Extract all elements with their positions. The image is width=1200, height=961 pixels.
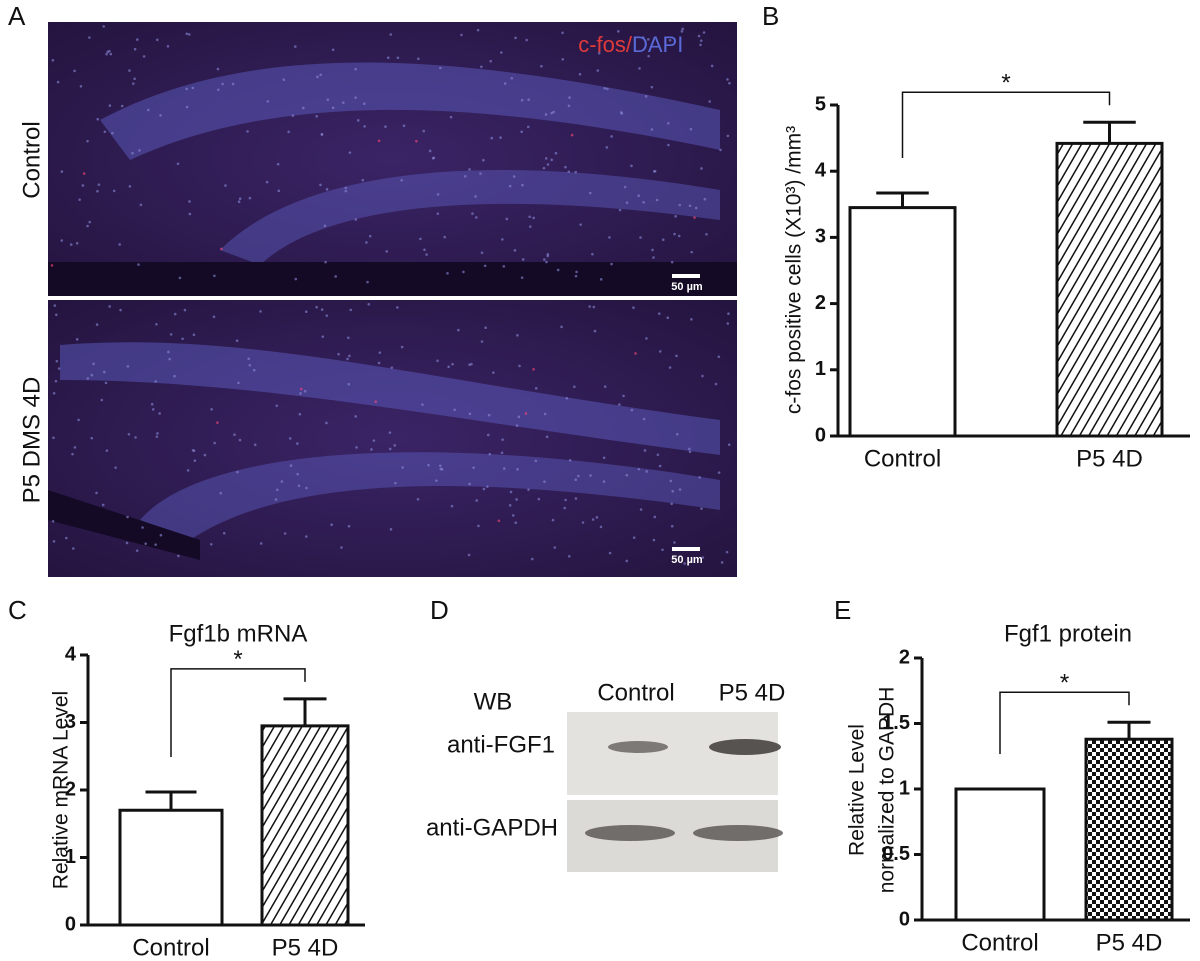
- significance-bracket: [170, 668, 306, 758]
- y-tick-label: 4: [815, 159, 827, 181]
- antibody-label: anti-GAPDH: [426, 814, 558, 841]
- panel-letter: E: [834, 595, 851, 625]
- y-axis-label: Relative Level: [846, 724, 869, 856]
- micrograph: [48, 300, 737, 577]
- stain-label: c-fos/: [578, 32, 633, 57]
- antibody-label: anti-FGF1: [447, 731, 555, 758]
- row-label: Control: [18, 121, 45, 198]
- y-tick-label: 0.5: [882, 843, 910, 865]
- y-tick-label: 3: [65, 711, 76, 733]
- blot: [567, 712, 783, 872]
- x-tick-label: P5 4D: [272, 934, 339, 961]
- chart-title: Fgf1b mRNA: [169, 620, 308, 647]
- bar: [1084, 737, 1174, 922]
- y-tick-label: 2: [65, 778, 76, 800]
- micrograph: [48, 22, 737, 296]
- bar: [954, 787, 1046, 922]
- panel-letter: C: [8, 595, 27, 625]
- bar: [118, 808, 224, 927]
- row-label: P5 DMS 4D: [18, 377, 45, 504]
- y-tick-label: 1: [899, 777, 910, 799]
- y-tick-label: 0: [899, 908, 910, 930]
- x-tick-label: P5 4D: [1076, 445, 1143, 472]
- y-tick-label: 3: [815, 226, 826, 248]
- significance-label: *: [1001, 70, 1010, 97]
- y-tick-label: 5: [815, 93, 826, 115]
- scale-bar: [672, 274, 700, 278]
- chart-title: Fgf1 protein: [1004, 620, 1132, 647]
- y-tick-label: 4: [65, 643, 77, 665]
- panel-letter: A: [8, 1, 26, 31]
- x-tick-label: Control: [132, 934, 209, 961]
- y-tick-label: 2: [815, 292, 826, 314]
- significance-bracket: [999, 691, 1130, 754]
- stain-label: DAPI: [632, 32, 683, 57]
- scale-label: 50 µm: [671, 281, 703, 293]
- wb-method: WB: [474, 688, 513, 715]
- bar: [1055, 141, 1164, 438]
- significance-label: *: [233, 646, 242, 673]
- panel-letter: D: [430, 595, 449, 625]
- x-tick-label: Control: [961, 929, 1038, 956]
- lane-label: Control: [597, 679, 674, 706]
- y-axis-label: Relative mRNA Level: [50, 691, 73, 889]
- y-tick-label: 2: [899, 646, 910, 668]
- y-tick-label: 1.5: [882, 712, 910, 734]
- bar: [848, 206, 957, 438]
- lane-label: P5 4D: [719, 679, 786, 706]
- x-tick-label: Control: [864, 445, 941, 472]
- y-axis-label: normalized to GAPDH: [876, 687, 899, 894]
- y-tick-label: 1: [65, 846, 76, 868]
- significance-bracket: [901, 91, 1111, 159]
- scale-label: 50 µm: [671, 554, 703, 566]
- cell-nuclei: [50, 25, 731, 565]
- significance-label: *: [1060, 670, 1069, 697]
- y-axis-label: c-fos positive cells (X10³) /mm³: [783, 126, 806, 414]
- x-tick-label: P5 4D: [1096, 929, 1163, 956]
- scale-bar: [672, 547, 700, 551]
- panel-letter: B: [762, 1, 779, 31]
- y-tick-label: 1: [815, 358, 826, 380]
- y-tick-label: 0: [815, 424, 826, 446]
- y-tick-label: 0: [65, 913, 76, 935]
- bar: [260, 724, 350, 927]
